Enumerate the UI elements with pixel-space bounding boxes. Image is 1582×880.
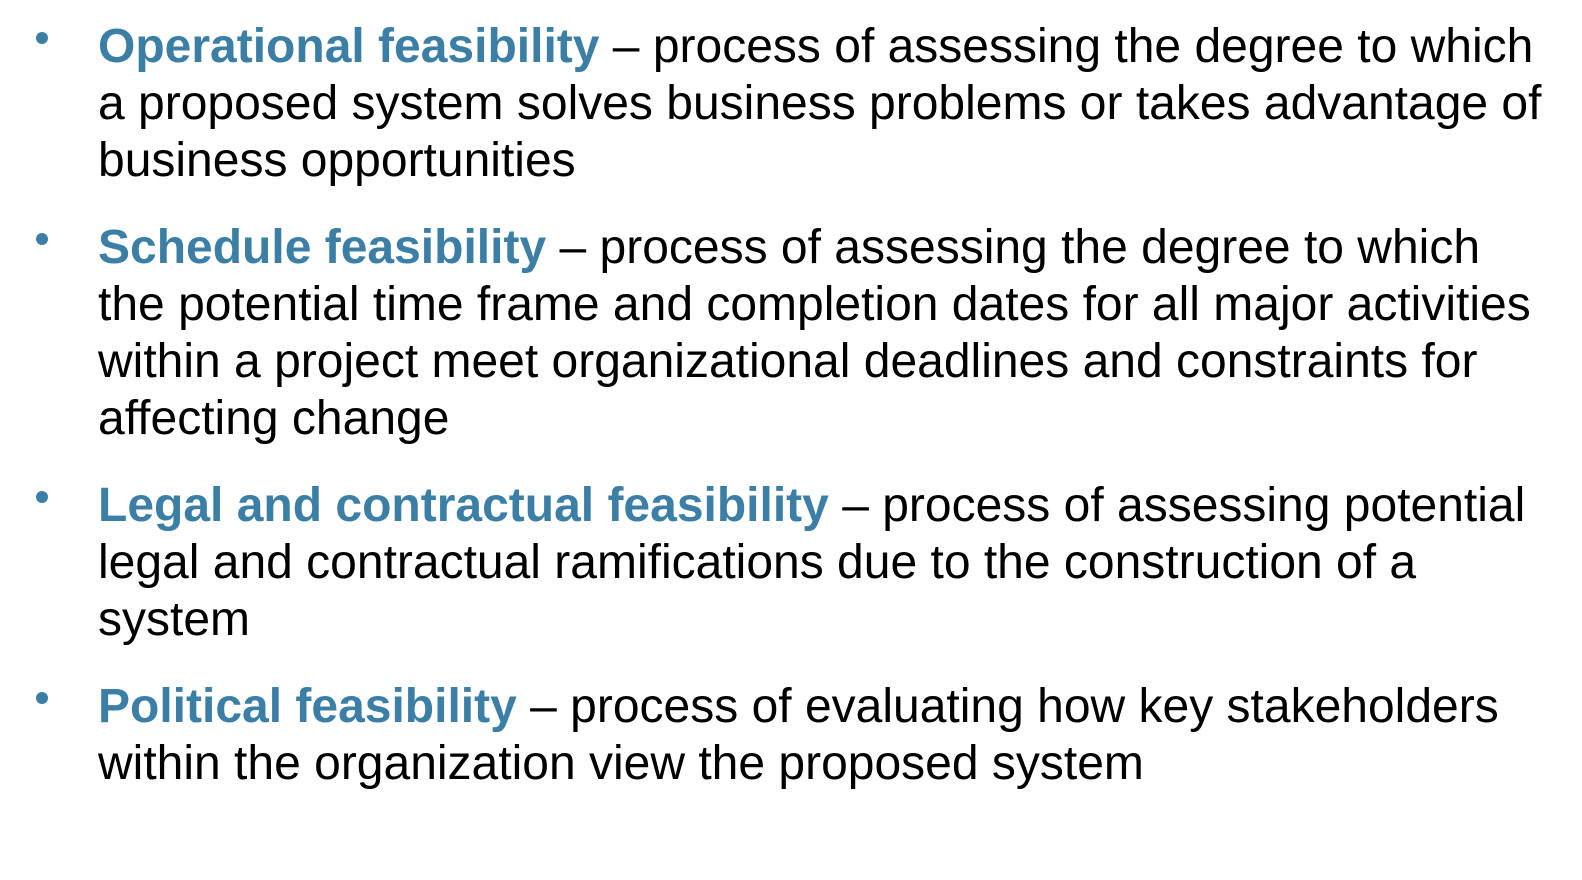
bullet-dot-icon (36, 32, 48, 44)
bullet-dot-icon (36, 692, 48, 704)
bullet-definition: – process of assessing potential legal a… (98, 479, 1526, 646)
bullet-operational-feasibility: Operational feasibility – process of ass… (0, 18, 1582, 189)
bullet-legal-contractual-feasibility: Legal and contractual feasibility – proc… (0, 477, 1582, 648)
bullet-political-feasibility: Political feasibility – process of evalu… (0, 678, 1582, 792)
bullet-dot-icon (36, 233, 48, 245)
bullet-definition: – process of assessing the degree to whi… (98, 20, 1542, 187)
bullet-term: Political feasibility (98, 680, 517, 733)
bullet-term: Legal and contractual feasibility (98, 479, 829, 532)
bullet-schedule-feasibility: Schedule feasibility – process of assess… (0, 219, 1582, 447)
bullet-term: Operational feasibility (98, 20, 600, 73)
bullet-dot-icon (36, 491, 48, 503)
bullet-list: Operational feasibility – process of ass… (0, 18, 1582, 792)
bullet-definition: – process of assessing the degree to whi… (98, 221, 1531, 445)
bullet-definition: – process of evaluating how key stakehol… (98, 680, 1499, 790)
bullet-term: Schedule feasibility (98, 221, 547, 274)
